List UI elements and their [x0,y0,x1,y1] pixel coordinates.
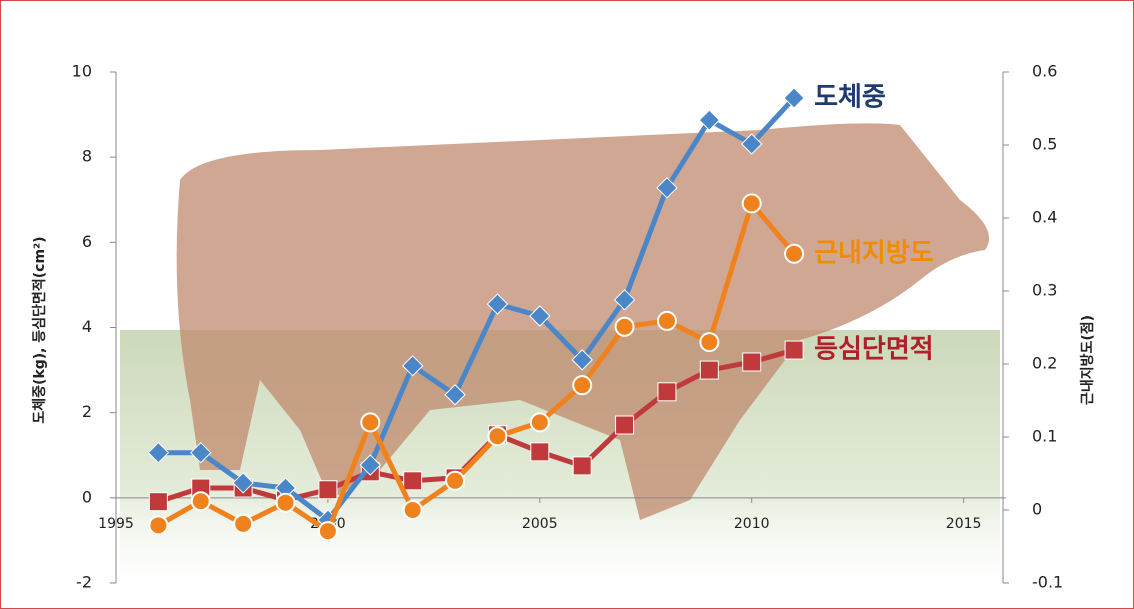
y-tick-label: -2 [76,573,92,592]
data-point [275,492,296,513]
data-point [657,382,677,402]
data-point [148,492,168,512]
data-point [572,375,593,396]
data-point [360,412,381,433]
x-tick-label: 2015 [946,516,982,532]
x-tick-label: 2010 [734,516,770,532]
y-axis-title: 도체중(kg), 등심단면적(cm²) [31,236,48,423]
data-point [190,491,211,512]
data-point [487,426,508,447]
data-point [698,109,721,131]
y2-tick-label: 0.5 [1032,135,1057,154]
y-tick-label: 6 [82,232,92,251]
data-point [783,87,805,109]
x-tick-label: 2005 [522,516,558,532]
data-point [232,472,254,494]
data-point [699,360,719,380]
data-point [233,513,254,534]
data-point [401,355,424,377]
y2-tick-label: 0 [1032,500,1042,519]
y-tick-label: 0 [82,487,92,506]
data-point [402,500,423,520]
y2-tick-label: 0.1 [1032,427,1057,446]
data-point [741,193,762,214]
y2-tick-label: 0.6 [1032,62,1057,81]
data-point [147,441,170,464]
y-tick-label: 2 [82,402,92,421]
data-point [699,332,720,353]
x-tick-label: 1995 [98,516,134,532]
series-label: 도체중 [814,82,886,112]
data-point [445,470,466,491]
data-point [571,349,593,371]
data-point [615,415,635,435]
data-point [572,456,592,476]
y2-tick-label: 0.2 [1032,354,1057,373]
data-point [190,441,212,464]
series-line [157,200,797,534]
data-point [614,316,635,337]
data-point [741,133,763,155]
data-point [784,243,805,264]
series-label: 등심단면적 [814,335,934,365]
y2-tick-label: -0.1 [1032,573,1063,592]
data-point [359,454,381,476]
data-point [529,305,551,327]
data-point [530,442,550,462]
data-point [317,521,338,542]
y2-axis-title: 근내지방도(점) [1079,315,1096,405]
data-point [529,412,550,433]
data-point [486,293,509,315]
data-point [403,471,423,491]
series-line [158,96,796,523]
y2-tick-label: 0.3 [1032,281,1057,300]
data-point [742,352,762,372]
y-tick-label: 8 [82,147,92,166]
y2-tick-label: 0.4 [1032,208,1057,227]
data-point [444,384,466,406]
data-point [656,310,677,331]
data-point [148,515,169,536]
y-tick-label: 4 [82,317,92,336]
data-point [613,289,636,311]
data-point [656,177,678,199]
y-tick-label: 10 [72,62,92,81]
data-point [784,340,804,360]
series-label: 근내지방도 [814,238,934,268]
data-point [318,480,338,500]
